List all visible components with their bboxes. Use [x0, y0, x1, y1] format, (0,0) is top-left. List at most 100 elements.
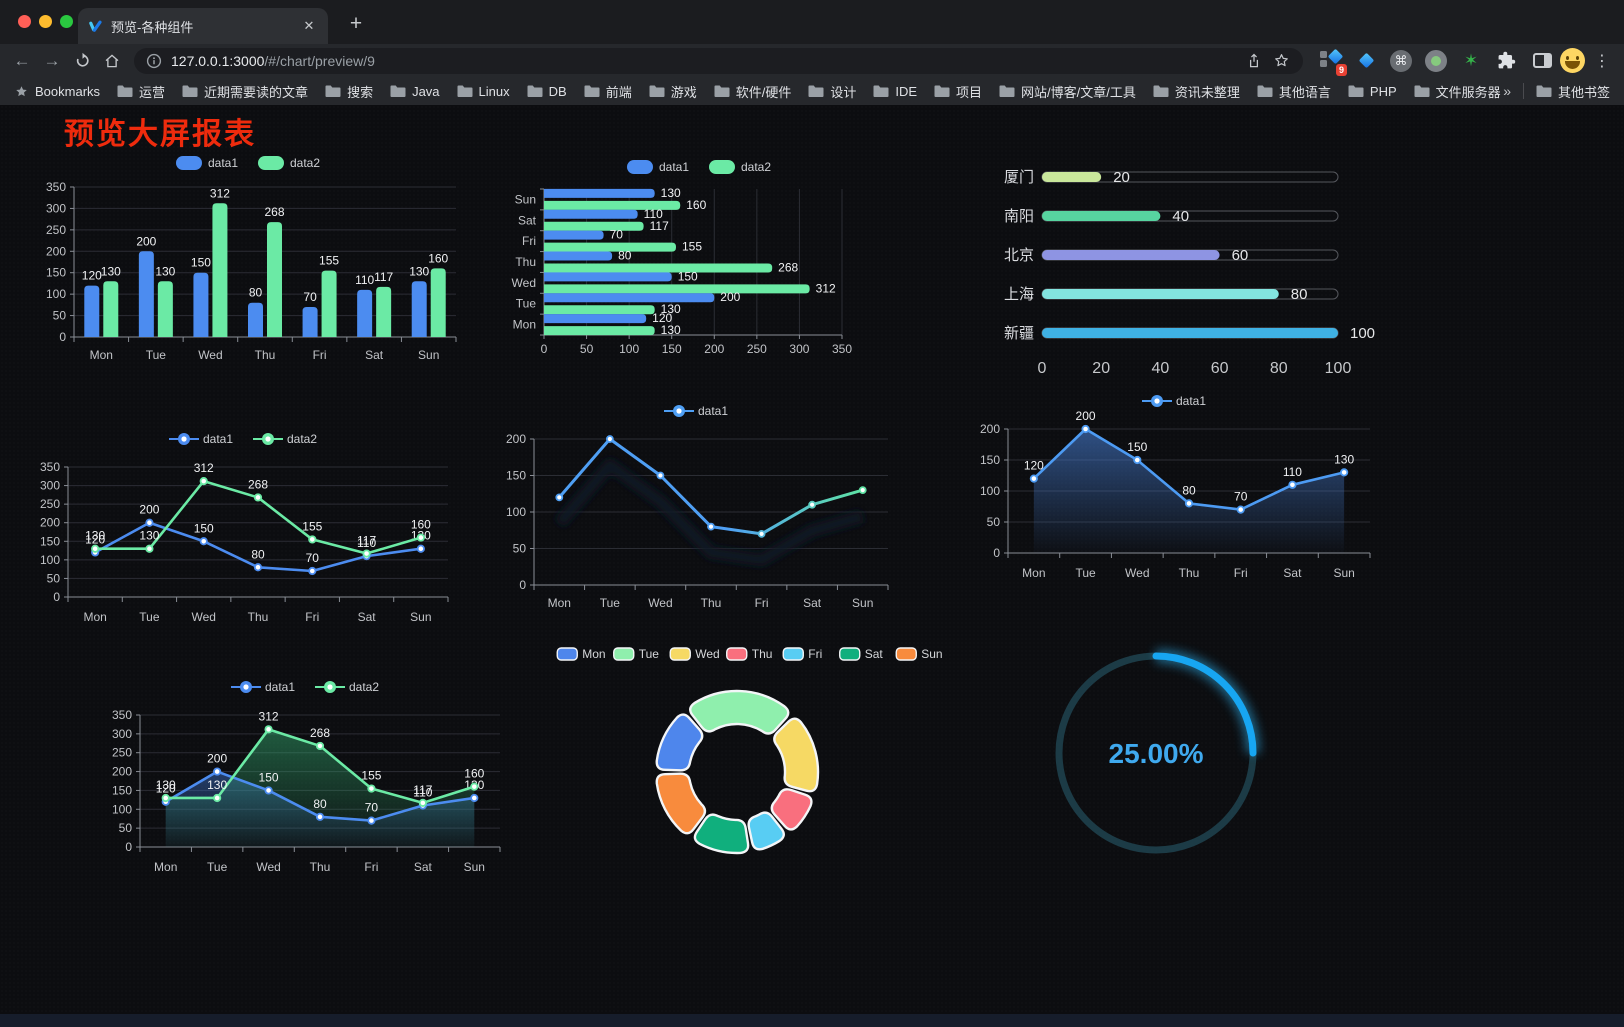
bookmark-folder[interactable]: 网站/博客/文章/工具 — [999, 82, 1136, 101]
svg-text:Sat: Sat — [865, 647, 884, 661]
folder-icon — [873, 85, 889, 97]
svg-text:200: 200 — [720, 290, 740, 304]
bookmarks-label: Bookmarks — [35, 83, 101, 99]
svg-text:Thu: Thu — [255, 348, 276, 362]
bookmark-folder[interactable]: DB — [527, 84, 567, 99]
svg-text:Wed: Wed — [695, 647, 719, 661]
svg-text:312: 312 — [210, 186, 230, 200]
star-icon — [16, 85, 27, 96]
svg-text:160: 160 — [411, 518, 431, 532]
svg-text:50: 50 — [580, 342, 594, 356]
svg-text:150: 150 — [1127, 440, 1147, 454]
svg-text:50: 50 — [47, 571, 61, 585]
folder-icon — [1153, 85, 1169, 97]
new-tab-button[interactable]: + — [349, 12, 363, 35]
svg-text:80: 80 — [618, 249, 632, 263]
reload-button[interactable] — [68, 48, 96, 74]
extension-tampermonkey-icon[interactable]: 9 — [1319, 48, 1347, 76]
minimize-window-button[interactable] — [39, 15, 52, 28]
svg-text:100: 100 — [40, 553, 60, 567]
svg-text:130: 130 — [1334, 452, 1354, 466]
bookmark-folder[interactable]: 文件服务器 — [1414, 82, 1501, 101]
svg-text:南阳: 南阳 — [1004, 208, 1034, 225]
svg-text:155: 155 — [319, 254, 339, 268]
chart-area-single[interactable]: data1 0 50 100 150 200 Mon Tue Wed Thu Fri Sat Sun 12… — [972, 385, 1380, 601]
extensions-puzzle-icon[interactable] — [1494, 49, 1518, 73]
bookmark-folder[interactable]: 其他语言 — [1257, 82, 1331, 101]
svg-text:50: 50 — [513, 542, 527, 556]
bookmark-folder[interactable]: 运营 — [117, 82, 165, 101]
svg-text:155: 155 — [682, 240, 702, 254]
extension-green-star-icon[interactable]: ✶ — [1463, 51, 1479, 70]
close-tab-icon[interactable]: ✕ — [303, 18, 315, 33]
svg-text:80: 80 — [313, 797, 327, 811]
svg-text:Sun: Sun — [852, 596, 873, 610]
bookmark-folder[interactable]: 资讯未整理 — [1153, 82, 1240, 101]
side-panel-button[interactable] — [1528, 48, 1556, 74]
forward-button[interactable]: → — [43, 50, 61, 70]
browser-tab[interactable]: 预览-各种组件 ✕ — [78, 8, 328, 44]
chart-grouped-bar-vertical[interactable]: data1 data2 0 50 100 150 200 250 300 350 Mon Tue Wed… — [38, 147, 462, 377]
bookmark-folder[interactable]: 前端 — [584, 82, 632, 101]
site-info-icon[interactable] — [146, 53, 162, 69]
back-button[interactable]: ← — [13, 50, 31, 70]
svg-text:Sat: Sat — [365, 348, 384, 362]
svg-text:Thu: Thu — [701, 596, 722, 610]
svg-text:268: 268 — [264, 205, 284, 219]
svg-text:data2: data2 — [349, 680, 379, 694]
bookmark-folder[interactable]: PHP — [1348, 84, 1397, 99]
chart-donut[interactable]: Mon Tue Wed Thu Fri Sat Sun — [554, 633, 944, 887]
svg-text:117: 117 — [374, 270, 393, 284]
folder-icon — [649, 85, 665, 97]
bookmark-folder[interactable]: 近期需要读的文章 — [182, 82, 308, 101]
svg-text:data1: data1 — [265, 680, 295, 694]
zoom-window-button[interactable] — [60, 15, 73, 28]
extension-command-icon[interactable]: ⌘ — [1389, 49, 1413, 73]
chart-area-two-series[interactable]: data1 data2 0 50 100 150 200 250 300 350 Mon Tue Wed… — [104, 671, 510, 895]
svg-text:Sun: Sun — [418, 348, 439, 362]
svg-text:160: 160 — [686, 198, 706, 212]
bookmark-folder[interactable]: 搜索 — [325, 82, 373, 101]
chart-grouped-bar-horizontal[interactable]: data1 data2 0 50 100 150 200 250 300 350 Sun 130 160… — [502, 151, 900, 369]
svg-text:Wed: Wed — [648, 596, 672, 610]
chart-progress-capsules[interactable]: 厦门 20 南阳 40 北京 60 上海 80 新疆 100 0 20 40 60 80 100 — [972, 151, 1382, 391]
bookmark-star-icon[interactable] — [1272, 51, 1291, 70]
chart-gradient-line[interactable]: data1 0 50 100 150 200 Mon Tue Wed Thu Fri Sat Sun — [496, 395, 900, 621]
bookmark-folder[interactable]: 游戏 — [649, 82, 697, 101]
bookmarks-star-item[interactable]: Bookmarks — [14, 84, 100, 99]
svg-text:Fri: Fri — [305, 610, 319, 624]
bookmark-folder[interactable]: 软件/硬件 — [714, 82, 791, 101]
svg-text:0: 0 — [1038, 360, 1047, 377]
svg-text:Thu: Thu — [310, 860, 331, 874]
home-button[interactable] — [98, 48, 126, 74]
chart-gauge[interactable]: 25.00% — [1034, 629, 1278, 883]
close-window-button[interactable] — [18, 15, 31, 28]
bookmark-folder[interactable]: 项目 — [934, 82, 982, 101]
svg-text:200: 200 — [506, 432, 526, 446]
profile-avatar[interactable] — [1558, 48, 1586, 74]
svg-text:312: 312 — [259, 709, 279, 723]
extension-diamond-icon[interactable] — [1354, 49, 1378, 73]
chart-line-two-series[interactable]: data1 data2 0 50 100 150 200 250 300 350 Mon Tue Wed… — [32, 423, 458, 645]
avatar-emoji — [1559, 48, 1585, 73]
svg-text:80: 80 — [249, 286, 263, 300]
svg-text:312: 312 — [816, 281, 836, 295]
bookmark-folder[interactable]: 设计 — [808, 82, 856, 101]
svg-text:130: 130 — [139, 529, 159, 543]
svg-text:data2: data2 — [741, 160, 771, 174]
bookmark-folder[interactable]: Java — [390, 84, 440, 99]
address-bar[interactable]: 127.0.0.1:3000/#/chart/preview/9 — [134, 47, 1303, 74]
bookmark-folder[interactable]: IDE — [873, 84, 917, 99]
browser-menu-button[interactable]: ⋮ — [1594, 52, 1610, 70]
svg-text:70: 70 — [1234, 490, 1248, 504]
other-bookmarks[interactable]: 其他书签 — [1536, 82, 1610, 101]
share-icon[interactable] — [1245, 52, 1263, 70]
svg-text:130: 130 — [661, 186, 681, 200]
tab-favicon — [89, 20, 102, 32]
extension-green-dot-icon[interactable] — [1424, 49, 1448, 73]
svg-text:200: 200 — [46, 244, 66, 258]
bookmarks-overflow-chevron[interactable]: » — [1503, 83, 1511, 99]
svg-text:0: 0 — [541, 342, 548, 356]
bookmark-folder[interactable]: Linux — [457, 84, 510, 99]
svg-text:130: 130 — [101, 264, 121, 278]
